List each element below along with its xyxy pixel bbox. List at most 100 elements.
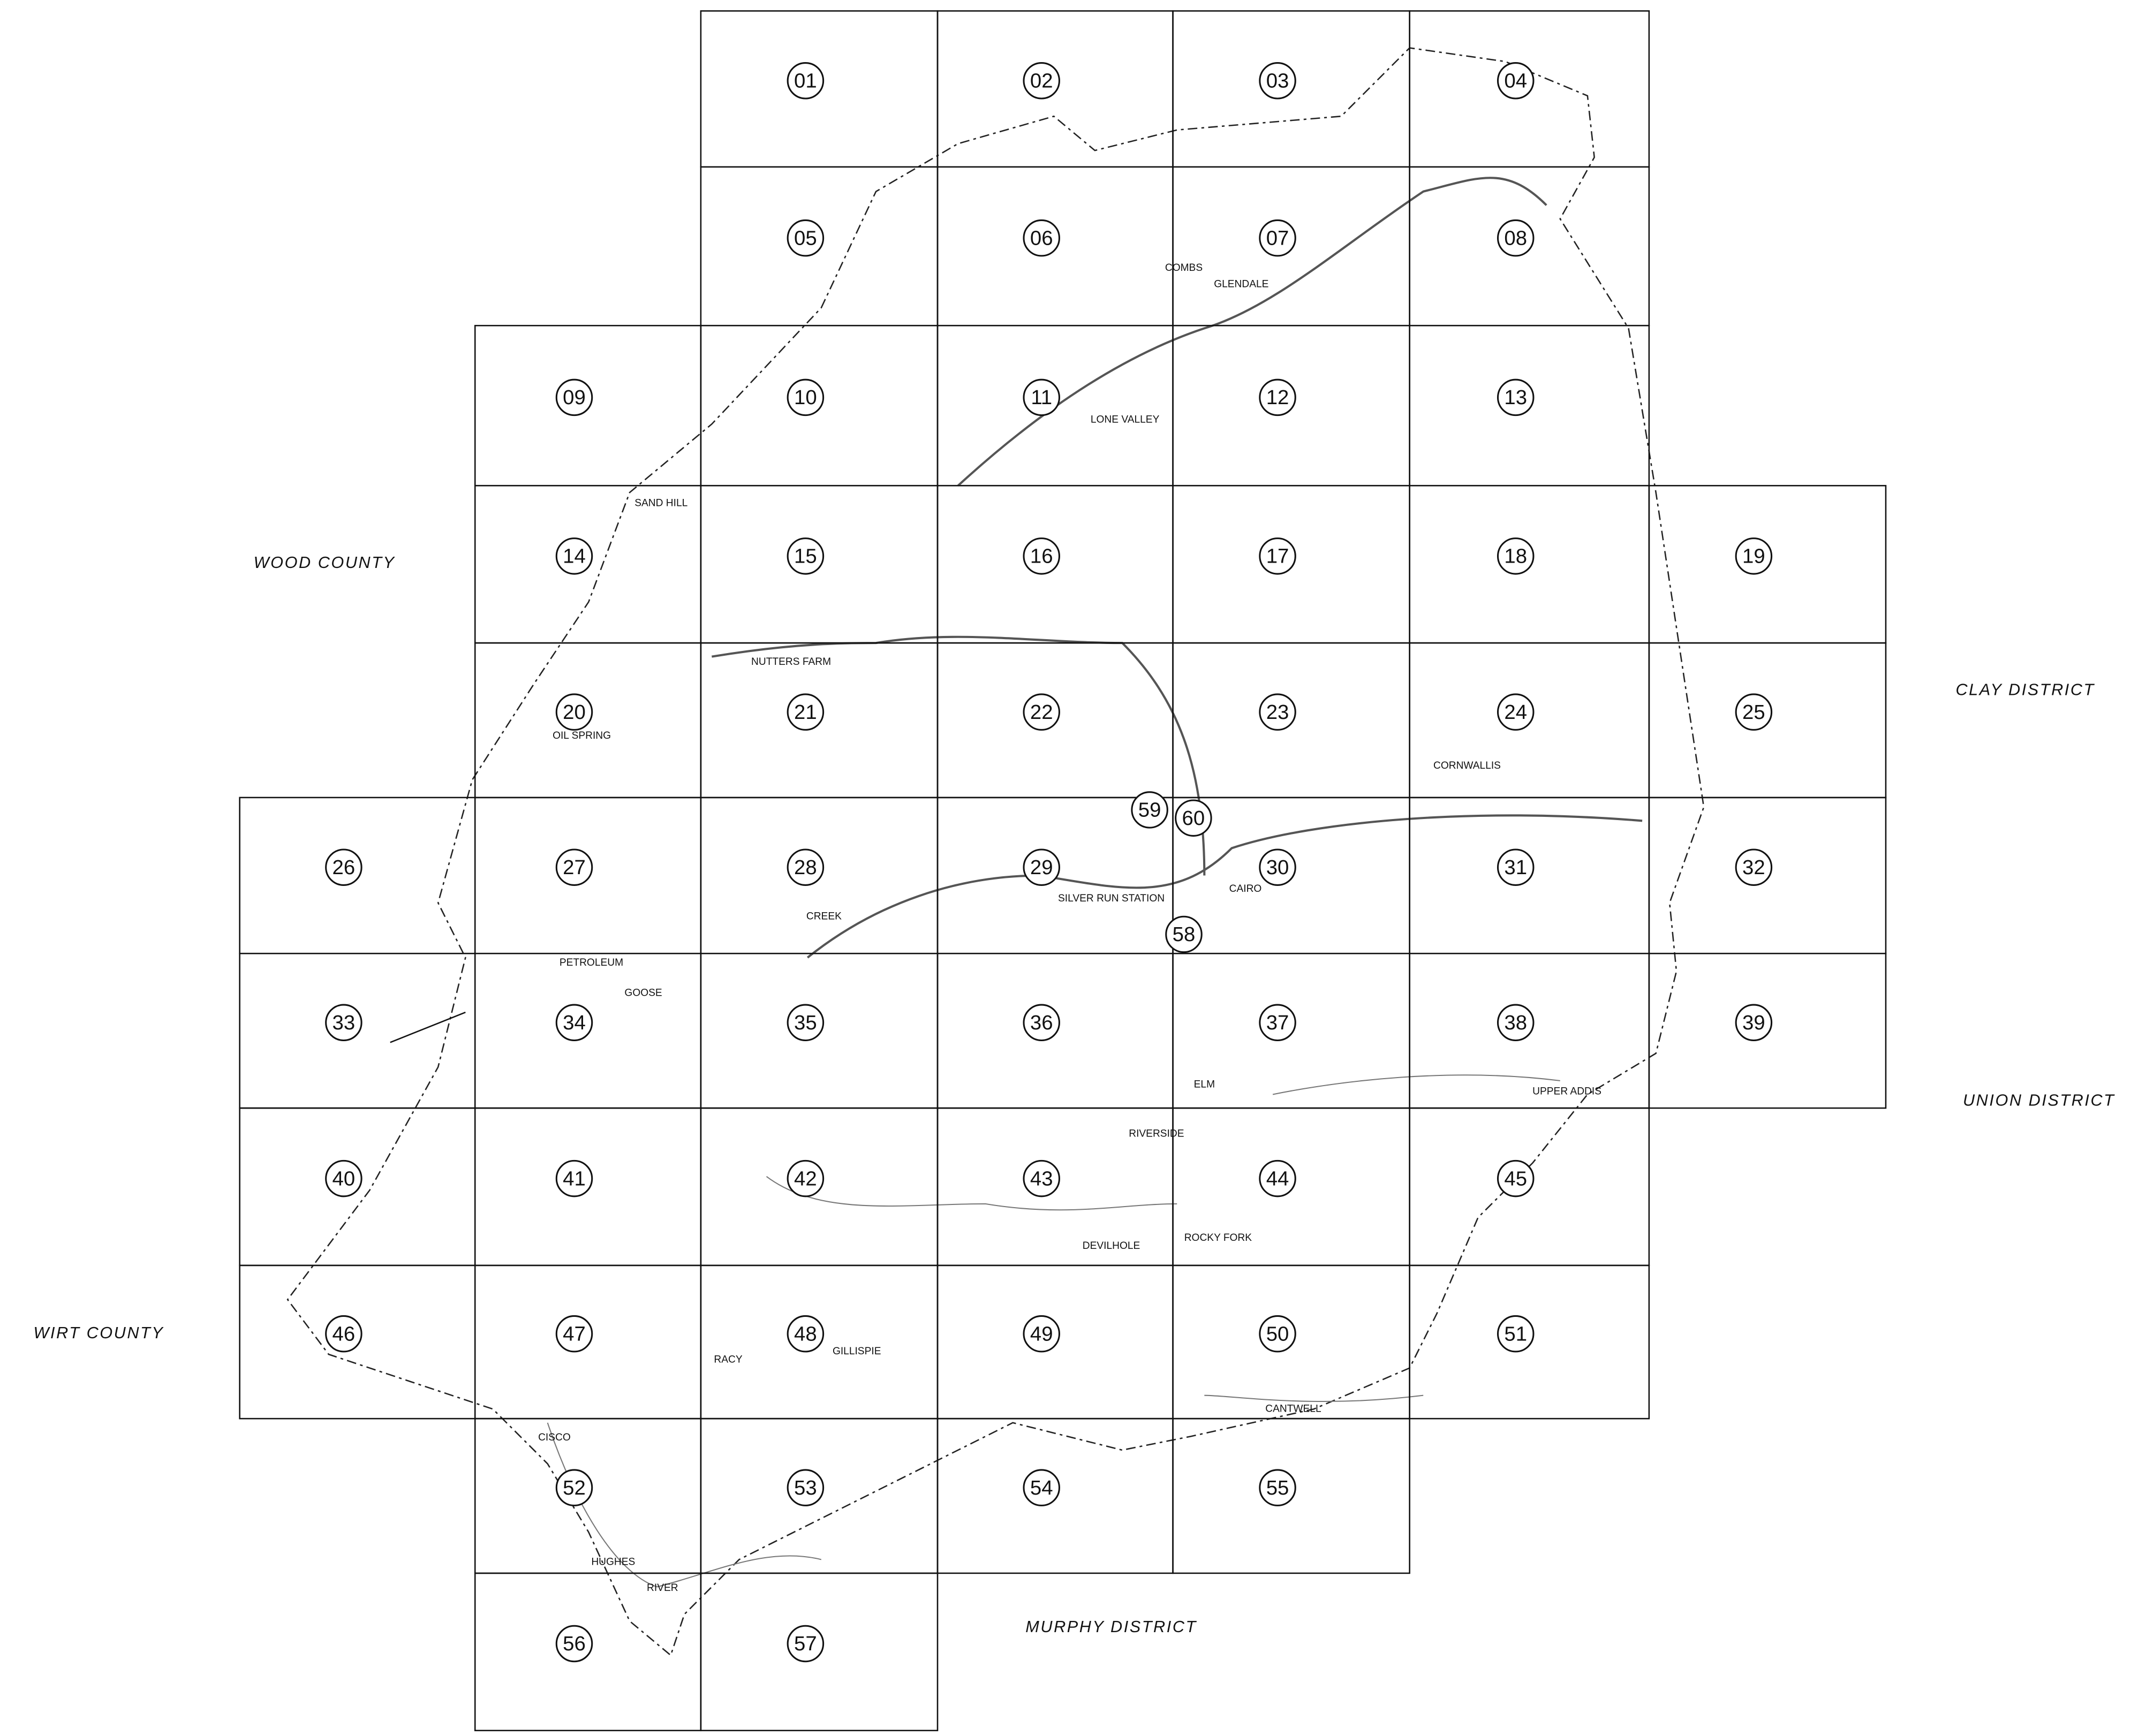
- place-label: RIVERSIDE: [1129, 1128, 1184, 1140]
- region-label: CLAY DISTRICT: [1955, 681, 2095, 699]
- tile-number: 15: [794, 545, 817, 568]
- tile-badge: [787, 378, 825, 416]
- stream: [1272, 1074, 1560, 1095]
- stream: [766, 1176, 1177, 1211]
- tile-number: 01: [794, 69, 817, 92]
- place-label: LONE VALLEY: [1091, 414, 1160, 426]
- tile-number: 53: [794, 1476, 817, 1499]
- tile-number: 19: [1742, 545, 1765, 568]
- tile-badge: [1259, 1004, 1296, 1042]
- tile-number: 40: [333, 1167, 356, 1190]
- tile-number: 39: [1742, 1011, 1765, 1034]
- tile-badge: [555, 1469, 593, 1506]
- tile-number: 60: [1182, 807, 1205, 830]
- tile-number: 49: [1030, 1322, 1053, 1345]
- tile-badge: [555, 537, 593, 575]
- map-tile: [700, 1572, 939, 1732]
- tile-badge: [787, 1625, 825, 1663]
- tile-badge: [1735, 1004, 1773, 1042]
- road: [806, 814, 1643, 959]
- tile-badge: [1175, 799, 1212, 837]
- tile-badge: [1259, 537, 1296, 575]
- tile-number: 30: [1266, 856, 1289, 879]
- tile-badge: [787, 693, 825, 731]
- tile-badge: [787, 1159, 825, 1197]
- tile-number: 57: [794, 1632, 817, 1655]
- tile-number: 10: [794, 386, 817, 409]
- tile-badge: [1259, 219, 1296, 257]
- tile-number: 45: [1504, 1167, 1527, 1190]
- tile-badge: [555, 848, 593, 886]
- place-label: CISCO: [538, 1432, 571, 1443]
- tile-badge: [1023, 1159, 1060, 1197]
- tile-badge: [1259, 1469, 1296, 1506]
- place-label: SAND HILL: [634, 498, 687, 509]
- tile-number: 56: [563, 1632, 586, 1655]
- tile-number: 55: [1266, 1476, 1289, 1499]
- tile-badge: [1259, 693, 1296, 731]
- tile-number: 38: [1504, 1011, 1527, 1034]
- tile-number: 37: [1266, 1011, 1289, 1034]
- place-label: CANTWELL: [1265, 1403, 1321, 1414]
- region-label: UNION DISTRICT: [1963, 1091, 2115, 1109]
- tile-badge: [787, 62, 825, 100]
- place-label: ROCKY FORK: [1184, 1232, 1252, 1244]
- tile-badge: [325, 1159, 362, 1197]
- tile-number: 14: [563, 545, 586, 568]
- tile-badge: [325, 848, 362, 886]
- region-label: WOOD COUNTY: [254, 554, 396, 572]
- tile-badge: [787, 1315, 825, 1353]
- tile-badge: [1023, 62, 1060, 100]
- place-label: RIVER: [647, 1582, 678, 1594]
- tile-number: 31: [1504, 856, 1527, 879]
- road: [957, 177, 1547, 487]
- tile-badge: [555, 1315, 593, 1353]
- tile-number: 08: [1504, 226, 1527, 249]
- tile-number: 43: [1030, 1167, 1053, 1190]
- tile-badge: [555, 1004, 593, 1042]
- tile-badge: [787, 1004, 825, 1042]
- tile-number: 41: [563, 1167, 586, 1190]
- tile-badge: [1735, 693, 1773, 731]
- tile-number: 06: [1030, 226, 1053, 249]
- tile-number: 54: [1030, 1476, 1053, 1499]
- place-label: CAIRO: [1229, 883, 1262, 894]
- tile-number: 36: [1030, 1011, 1053, 1034]
- tile-badge: [1259, 848, 1296, 886]
- place-label: GOOSE: [624, 987, 662, 998]
- tile-number: 58: [1173, 923, 1196, 946]
- tile-badge: [555, 693, 593, 731]
- tile-badge: [1497, 62, 1535, 100]
- tile-badge: [787, 537, 825, 575]
- tile-badge: [1131, 791, 1168, 829]
- tile-number: 50: [1266, 1322, 1289, 1345]
- tile-number: 09: [563, 386, 586, 409]
- tile-badge: [787, 1469, 825, 1506]
- place-label: UPPER ADDIS: [1532, 1086, 1601, 1097]
- tile-number: 26: [333, 856, 356, 879]
- tile-number: 27: [563, 856, 586, 879]
- tile-badge: [787, 848, 825, 886]
- leader-line: [390, 1011, 466, 1043]
- tile-number: 51: [1504, 1322, 1527, 1345]
- place-label: DEVILHOLE: [1083, 1240, 1140, 1252]
- tile-badge: [1497, 537, 1535, 575]
- tile-number: 35: [794, 1011, 817, 1034]
- tile-badge: [1259, 62, 1296, 100]
- tile-badge: [1023, 1469, 1060, 1506]
- tile-badge: [787, 219, 825, 257]
- place-label: OIL SPRING: [553, 730, 611, 741]
- county-boundary: [286, 47, 1705, 1657]
- tile-badge: [1735, 537, 1773, 575]
- tile-number: 12: [1266, 386, 1289, 409]
- map-tile: [1409, 1264, 1650, 1420]
- tile-number: 46: [333, 1322, 356, 1345]
- place-label: COMBS: [1165, 262, 1203, 274]
- tile-badge: [1497, 378, 1535, 416]
- tile-badge: [1023, 537, 1060, 575]
- tile-number: 22: [1030, 701, 1053, 724]
- tile-number: 18: [1504, 545, 1527, 568]
- tile-number: 21: [794, 701, 817, 724]
- layer: 01 02 03 04 05 06 07 08 09 10 11 12 13 14 15 16 17 18 19 20…: [34, 10, 2115, 1732]
- tile-badge: [1497, 1159, 1535, 1197]
